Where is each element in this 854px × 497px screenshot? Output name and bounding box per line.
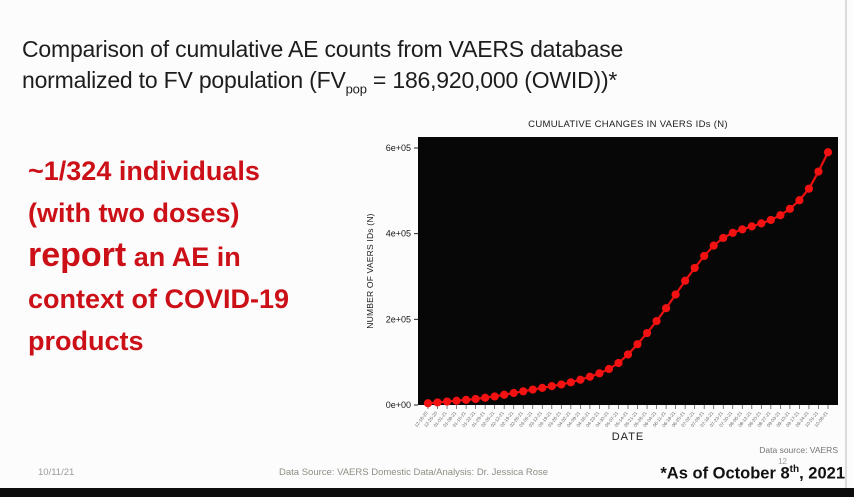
bottom-bar	[0, 488, 854, 497]
callout-line-4: context of COVID-19	[28, 284, 290, 314]
chart-plot: 0e+002e+054e+056e+0512-18-2012-25-2001-0…	[386, 137, 838, 428]
title-line-1: Comparison of cumulative AE counts from …	[22, 36, 624, 62]
callout-text: ~1/324 individuals (with two doses) repo…	[28, 150, 358, 362]
asof-text-end: , 2021	[799, 464, 845, 483]
callout-line-1: ~1/324 individuals	[28, 156, 260, 186]
title-line-2-post: = 186,920,000 (OWID))*	[366, 67, 618, 93]
chart-title: CUMULATIVE CHANGES IN VAERS IDs (N)	[528, 119, 728, 130]
asof-superscript: th	[789, 464, 800, 475]
callout-line-2: (with two doses)	[28, 198, 240, 228]
footer-date: 10/11/21	[38, 467, 75, 478]
title-subscript: pop	[345, 81, 367, 97]
x-axis-title: DATE	[611, 431, 645, 443]
callout-emphasis: report	[28, 236, 127, 274]
page-number: 12	[778, 457, 787, 466]
chart-source-note: Data source: VAERS	[759, 445, 838, 455]
svg-text:6e+05: 6e+05	[386, 143, 411, 153]
callout-line-3-rest: an AE in	[126, 242, 241, 272]
asof-text: *As of October 8	[660, 464, 790, 483]
slide-title: Comparison of cumulative AE counts from …	[22, 34, 742, 105]
footer-asof-note: 12 *As of October 8th, 2021	[660, 457, 845, 484]
svg-text:2e+05: 2e+05	[386, 314, 411, 324]
title-line-2-pre: normalized to FV population (FV	[22, 67, 346, 93]
svg-text:0e+00: 0e+00	[386, 400, 411, 410]
title-line-2: normalized to FV population (FVpop = 186…	[22, 65, 742, 105]
callout-line-5: products	[28, 326, 144, 356]
footer-credit: Data Source: VAERS Domestic Data/Analysi…	[279, 467, 549, 478]
callout-line-3: report an AE in	[28, 234, 358, 278]
svg-text:4e+05: 4e+05	[386, 229, 411, 239]
frame-edge-line	[845, 0, 847, 488]
y-axis-title: NUMBER OF VAERS IDs (N)	[365, 213, 375, 329]
